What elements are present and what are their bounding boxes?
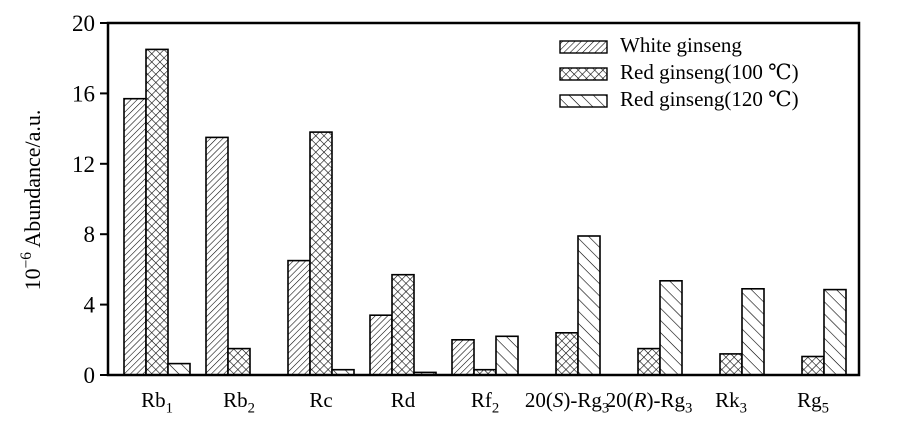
bar-Rd-series-1 <box>391 273 415 376</box>
y-tick-label: 12 <box>72 152 95 177</box>
x-tick-label-20(S)-Rg3: 20(S)-Rg3 <box>525 388 609 416</box>
plot-frame <box>106 21 861 377</box>
bar-Rc-series-1 <box>309 131 333 376</box>
bar-Rb2-series-1 <box>227 347 251 376</box>
x-tick-label-Rg5: Rg5 <box>797 388 829 416</box>
bar-20(S)-Rg3-series-1 <box>555 331 579 376</box>
y-axis-ticks <box>100 22 108 376</box>
axes-frame <box>106 21 861 377</box>
bar-Rf2-series-2 <box>495 335 519 376</box>
bar-Rg5-series-2 <box>823 288 847 376</box>
forward-diagonal-hatch-swatch <box>559 40 608 54</box>
bar-Rc-series-0 <box>287 259 311 376</box>
x-tick-label-Rk3: Rk3 <box>715 388 747 416</box>
bar-Rk3-series-1 <box>719 353 743 376</box>
bar-Rb1-series-0 <box>123 97 147 376</box>
y-tick-label: 16 <box>72 81 95 106</box>
bar-Rd-series-0 <box>369 314 393 376</box>
bar-Rb2-series-0 <box>205 136 229 376</box>
y-tick-label: 20 <box>72 11 95 36</box>
y-tick-label: 0 <box>84 363 96 388</box>
legend: White ginseng Red ginseng(100 ℃) Red ginse… <box>559 33 799 111</box>
bar-Rb1-series-1 <box>145 48 169 376</box>
x-tick-label-Rb1: Rb1 <box>141 388 173 416</box>
crosshatch-swatch <box>559 67 608 81</box>
legend-label: Red ginseng(100 ℃) <box>620 60 799 84</box>
bar-20(R)-Rg3-series-1 <box>637 347 661 376</box>
bar-Rk3-series-2 <box>741 287 765 376</box>
y-axis-tick-labels: 0 4 8 12 16 20 <box>72 11 96 388</box>
backward-diagonal-hatch-swatch <box>559 94 608 108</box>
bar-Rg5-series-1 <box>801 355 825 376</box>
bars-group <box>123 48 847 376</box>
legend-label: Red ginseng(120 ℃) <box>620 87 799 111</box>
x-tick-label-Rb2: Rb2 <box>223 388 255 416</box>
y-tick-label: 8 <box>84 222 96 247</box>
y-axis-title: 10−6 Abundance/a.u. <box>18 110 45 291</box>
x-tick-label-Rd: Rd <box>391 388 416 412</box>
y-tick-label: 4 <box>84 293 96 318</box>
bar-20(R)-Rg3-series-2 <box>659 279 683 376</box>
x-tick-label-Rf2: Rf2 <box>471 388 499 416</box>
bar-20(S)-Rg3-series-2 <box>577 235 601 376</box>
bar-Rb1-series-2 <box>167 362 191 376</box>
y-axis-title-text: 10−6 Abundance/a.u. <box>18 110 45 291</box>
x-tick-label-20(R)-Rg3: 20(R)-Rg3 <box>606 388 693 416</box>
bar-Rf2-series-0 <box>451 338 475 376</box>
legend-label: White ginseng <box>620 33 742 57</box>
x-tick-label-Rc: Rc <box>309 388 332 412</box>
